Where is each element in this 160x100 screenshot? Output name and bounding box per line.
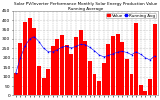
Bar	[88, 61, 92, 95]
Bar	[18, 43, 22, 95]
Bar	[125, 59, 129, 95]
Bar	[92, 74, 96, 95]
Bar	[79, 30, 83, 95]
Bar	[97, 81, 101, 95]
Bar	[60, 35, 64, 95]
Bar	[42, 78, 46, 95]
Bar	[148, 79, 152, 95]
Bar	[28, 18, 32, 95]
Bar	[65, 45, 69, 95]
Bar	[153, 24, 157, 95]
Bar	[144, 91, 147, 95]
Bar	[130, 74, 133, 95]
Title: Solar PV/Inverter Performance Monthly Solar Energy Production Value Running Aver: Solar PV/Inverter Performance Monthly So…	[14, 2, 157, 11]
Bar	[106, 44, 110, 95]
Bar	[23, 22, 27, 95]
Bar	[102, 63, 106, 95]
Bar	[83, 41, 87, 95]
Bar	[46, 69, 50, 95]
Bar	[116, 34, 120, 95]
Bar	[111, 36, 115, 95]
Bar	[69, 54, 73, 95]
Bar	[74, 37, 78, 95]
Bar	[51, 46, 55, 95]
Bar	[134, 23, 138, 95]
Bar	[56, 39, 59, 95]
Bar	[139, 85, 143, 95]
Bar	[14, 73, 18, 95]
Legend: Value, Running Avg: Value, Running Avg	[106, 13, 156, 18]
Bar	[37, 66, 41, 95]
Bar	[32, 28, 36, 95]
Bar	[120, 42, 124, 95]
